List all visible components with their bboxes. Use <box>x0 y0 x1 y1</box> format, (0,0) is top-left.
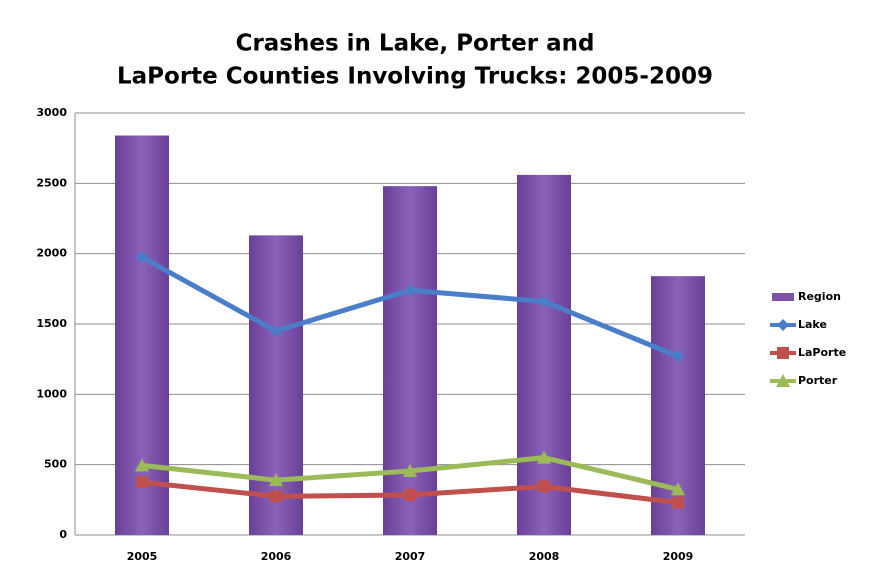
y-tick-label: 2000 <box>36 247 67 260</box>
marker <box>270 325 282 338</box>
marker <box>136 251 148 264</box>
marker <box>269 473 283 487</box>
x-tick-label: 2008 <box>529 550 560 563</box>
bar <box>249 235 303 535</box>
chart-title: Crashes in Lake, Porter and <box>236 31 595 57</box>
legend-marker <box>776 374 790 387</box>
marker <box>538 295 550 308</box>
legend-label: Porter <box>798 374 838 387</box>
legend-marker <box>777 319 789 331</box>
x-tick-label: 2007 <box>395 550 426 563</box>
legend-label: Region <box>798 290 841 303</box>
legend-swatch <box>772 293 794 301</box>
y-tick-label: 1000 <box>36 387 67 400</box>
marker <box>537 450 551 464</box>
y-tick-label: 3000 <box>36 106 67 119</box>
marker <box>270 490 282 503</box>
legend-label: Lake <box>798 318 827 331</box>
y-tick-label: 2500 <box>36 176 67 189</box>
bar <box>517 174 571 536</box>
marker <box>403 463 417 477</box>
marker <box>135 458 149 472</box>
bar <box>115 135 169 536</box>
bar <box>651 276 705 535</box>
marker <box>671 482 685 496</box>
y-tick-label: 500 <box>44 458 67 471</box>
marker <box>136 476 148 489</box>
legend-marker <box>777 347 789 359</box>
chart-title: LaPorte Counties Involving Trucks: 2005-… <box>117 64 713 90</box>
marker <box>404 488 416 501</box>
x-tick-label: 2005 <box>127 550 158 563</box>
y-tick-label: 1500 <box>36 317 67 330</box>
marker <box>672 350 684 363</box>
x-tick-label: 2009 <box>663 550 694 563</box>
marker <box>538 480 550 493</box>
marker <box>672 496 684 509</box>
bar <box>383 186 437 535</box>
legend-label: LaPorte <box>798 346 846 359</box>
y-tick-label: 0 <box>59 528 67 541</box>
x-tick-label: 2006 <box>261 550 292 563</box>
marker <box>404 284 416 297</box>
